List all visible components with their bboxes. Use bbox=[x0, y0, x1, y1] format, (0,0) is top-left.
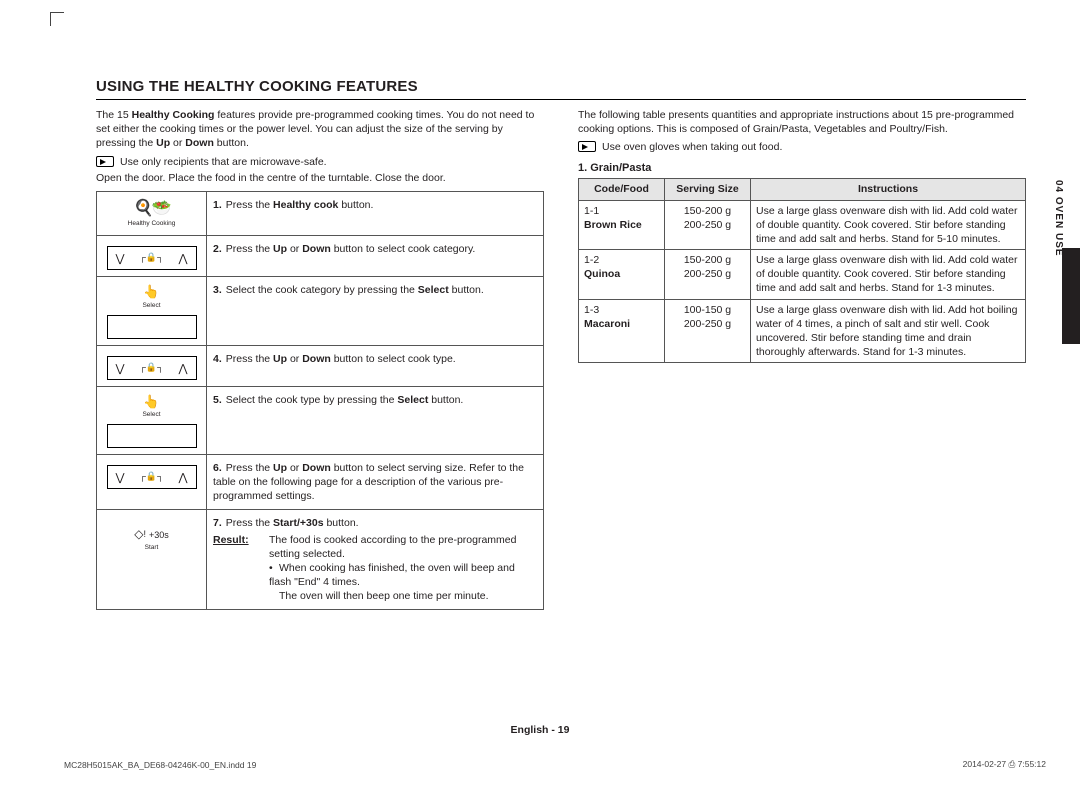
control-box-icon bbox=[107, 424, 197, 448]
section-heading: USING THE HEALTHY COOKING FEATURES bbox=[96, 78, 1026, 100]
step-icon-cell: ⋁ ┌🔒┐ ⋀ bbox=[97, 454, 207, 510]
text: button. bbox=[214, 137, 249, 149]
th-serving-size: Serving Size bbox=[665, 179, 751, 200]
page-footer-right: 2014-02-27 ⎙ 7:55:12 bbox=[963, 759, 1046, 770]
lock-icon: ┌🔒┐ bbox=[140, 361, 164, 373]
text-bold: Up bbox=[156, 137, 170, 149]
start-diamond-icon: ◇ bbox=[134, 527, 143, 541]
icon-label: Start bbox=[103, 544, 200, 553]
chevron-up-icon: ⋀ bbox=[178, 252, 187, 267]
step-icon-cell: ⋁ ┌🔒┐ ⋀ bbox=[97, 345, 207, 386]
control-box-icon bbox=[107, 315, 197, 339]
text-bold: Healthy Cooking bbox=[132, 109, 215, 121]
text: The 15 bbox=[96, 109, 132, 121]
step-row-1: 🍳🥗 Healthy Cooking 1.Press the Healthy c… bbox=[97, 191, 544, 235]
th-instructions: Instructions bbox=[751, 179, 1026, 200]
healthy-cooking-icon: 🍳🥗 bbox=[134, 200, 170, 217]
chevron-up-icon: ⋀ bbox=[178, 471, 187, 486]
select-icon: 👆 bbox=[103, 283, 200, 301]
right-column: The following table presents quantities … bbox=[578, 108, 1026, 610]
table-row: 1-1Brown Rice150-200 g200-250 gUse a lar… bbox=[579, 200, 1026, 250]
step-row-4: ⋁ ┌🔒┐ ⋀ 4.Press the Up or Down button to… bbox=[97, 345, 544, 386]
step-text: 3.Select the cook category by pressing t… bbox=[207, 277, 544, 345]
icon-label: Select bbox=[103, 411, 200, 420]
up-down-control-icon: ⋁ ┌🔒┐ ⋀ bbox=[107, 246, 197, 270]
result-bullet: •When cooking has finished, the oven wil… bbox=[269, 561, 537, 589]
cell-code-food: 1-3Macaroni bbox=[579, 299, 665, 363]
note-text: Use only recipients that are microwave-s… bbox=[120, 155, 327, 169]
left-column: The 15 Healthy Cooking features provide … bbox=[96, 108, 544, 610]
cell-serving-size: 100-150 g200-250 g bbox=[665, 299, 751, 363]
cell-instructions: Use a large glass ovenware dish with lid… bbox=[751, 250, 1026, 300]
up-down-control-icon: ⋁ ┌🔒┐ ⋀ bbox=[107, 356, 197, 380]
cell-serving-size: 150-200 g200-250 g bbox=[665, 250, 751, 300]
chevron-down-icon: ⋁ bbox=[116, 362, 125, 377]
crop-mark bbox=[50, 12, 64, 26]
lock-icon: ┌🔒┐ bbox=[140, 251, 164, 263]
step-text: 1.Press the Healthy cook button. bbox=[207, 191, 544, 235]
step-row-7: ◇! +30s Start 7.Press the Start/+30s but… bbox=[97, 510, 544, 610]
side-tab-black bbox=[1062, 248, 1080, 344]
lock-icon: ┌🔒┐ bbox=[140, 470, 164, 482]
step-icon-cell: ⋁ ┌🔒┐ ⋀ bbox=[97, 236, 207, 277]
step-icon-cell: 👆 Select bbox=[97, 386, 207, 454]
step-text: 5.Select the cook type by pressing the S… bbox=[207, 386, 544, 454]
step-text: 7.Press the Start/+30s button. Result: T… bbox=[207, 510, 544, 610]
cell-code-food: 1-1Brown Rice bbox=[579, 200, 665, 250]
result-line: The oven will then beep one time per min… bbox=[279, 589, 537, 603]
note-icon bbox=[578, 141, 596, 152]
footer-time: 7:55:12 bbox=[1018, 759, 1046, 769]
open-door-text: Open the door. Place the food in the cen… bbox=[96, 171, 544, 185]
note-icon bbox=[96, 156, 114, 167]
icon-label: Select bbox=[103, 302, 200, 311]
note-text: Use oven gloves when taking out food. bbox=[602, 140, 782, 154]
page-footer-center: English - 19 bbox=[511, 724, 570, 736]
result-line: The food is cooked according to the pre-… bbox=[269, 533, 537, 561]
step-text: 4.Press the Up or Down button to select … bbox=[207, 345, 544, 386]
select-icon: 👆 bbox=[103, 393, 200, 411]
up-down-control-icon: ⋁ ┌🔒┐ ⋀ bbox=[107, 465, 197, 489]
page-footer-left: MC28H5015AK_BA_DE68-04246K-00_EN.indd 19 bbox=[64, 760, 256, 770]
chevron-down-icon: ⋁ bbox=[116, 471, 125, 486]
footer-date: 2014-02-27 bbox=[963, 759, 1009, 769]
table-row: 1-2Quinoa150-200 g200-250 gUse a large g… bbox=[579, 250, 1026, 300]
step-row-5: 👆 Select 5.Select the cook type by press… bbox=[97, 386, 544, 454]
cell-instructions: Use a large glass ovenware dish with lid… bbox=[751, 200, 1026, 250]
step-text: 6.Press the Up or Down button to select … bbox=[207, 454, 544, 510]
step-row-6: ⋁ ┌🔒┐ ⋀ 6.Press the Up or Down button to… bbox=[97, 454, 544, 510]
food-table: Code/Food Serving Size Instructions 1-1B… bbox=[578, 178, 1026, 363]
icon-label: Healthy Cooking bbox=[103, 220, 200, 229]
note-row: Use only recipients that are microwave-s… bbox=[96, 155, 544, 169]
step-icon-cell: ◇! +30s Start bbox=[97, 510, 207, 610]
step-icon-cell: 🍳🥗 Healthy Cooking bbox=[97, 191, 207, 235]
result-label: Result: bbox=[213, 533, 269, 604]
plus30-label: +30s bbox=[149, 530, 169, 540]
text: or bbox=[170, 137, 185, 149]
start-icon-wrap: ◇! +30s bbox=[103, 526, 200, 542]
page-content: USING THE HEALTHY COOKING FEATURES The 1… bbox=[96, 78, 1026, 610]
text-bold: Down bbox=[185, 137, 214, 149]
cell-instructions: Use a large glass ovenware dish with lid… bbox=[751, 299, 1026, 363]
two-column-layout: The 15 Healthy Cooking features provide … bbox=[96, 108, 1026, 610]
steps-table: 🍳🥗 Healthy Cooking 1.Press the Healthy c… bbox=[96, 191, 544, 611]
step-row-2: ⋁ ┌🔒┐ ⋀ 2.Press the Up or Down button to… bbox=[97, 236, 544, 277]
cell-code-food: 1-2Quinoa bbox=[579, 250, 665, 300]
table-row: 1-3Macaroni100-150 g200-250 gUse a large… bbox=[579, 299, 1026, 363]
right-intro: The following table presents quantities … bbox=[578, 108, 1026, 136]
step-row-3: 👆 Select 3.Select the cook category by p… bbox=[97, 277, 544, 345]
intro-paragraph: The 15 Healthy Cooking features provide … bbox=[96, 108, 544, 151]
chevron-down-icon: ⋁ bbox=[116, 252, 125, 267]
step-text: 2.Press the Up or Down button to select … bbox=[207, 236, 544, 277]
side-tab-label: 04 OVEN USE bbox=[1053, 180, 1064, 257]
th-code-food: Code/Food bbox=[579, 179, 665, 200]
step-icon-cell: 👆 Select bbox=[97, 277, 207, 345]
note-row: Use oven gloves when taking out food. bbox=[578, 140, 1026, 154]
table-subheading: 1. Grain/Pasta bbox=[578, 161, 1026, 176]
table-header-row: Code/Food Serving Size Instructions bbox=[579, 179, 1026, 200]
cell-serving-size: 150-200 g200-250 g bbox=[665, 200, 751, 250]
chevron-up-icon: ⋀ bbox=[178, 362, 187, 377]
